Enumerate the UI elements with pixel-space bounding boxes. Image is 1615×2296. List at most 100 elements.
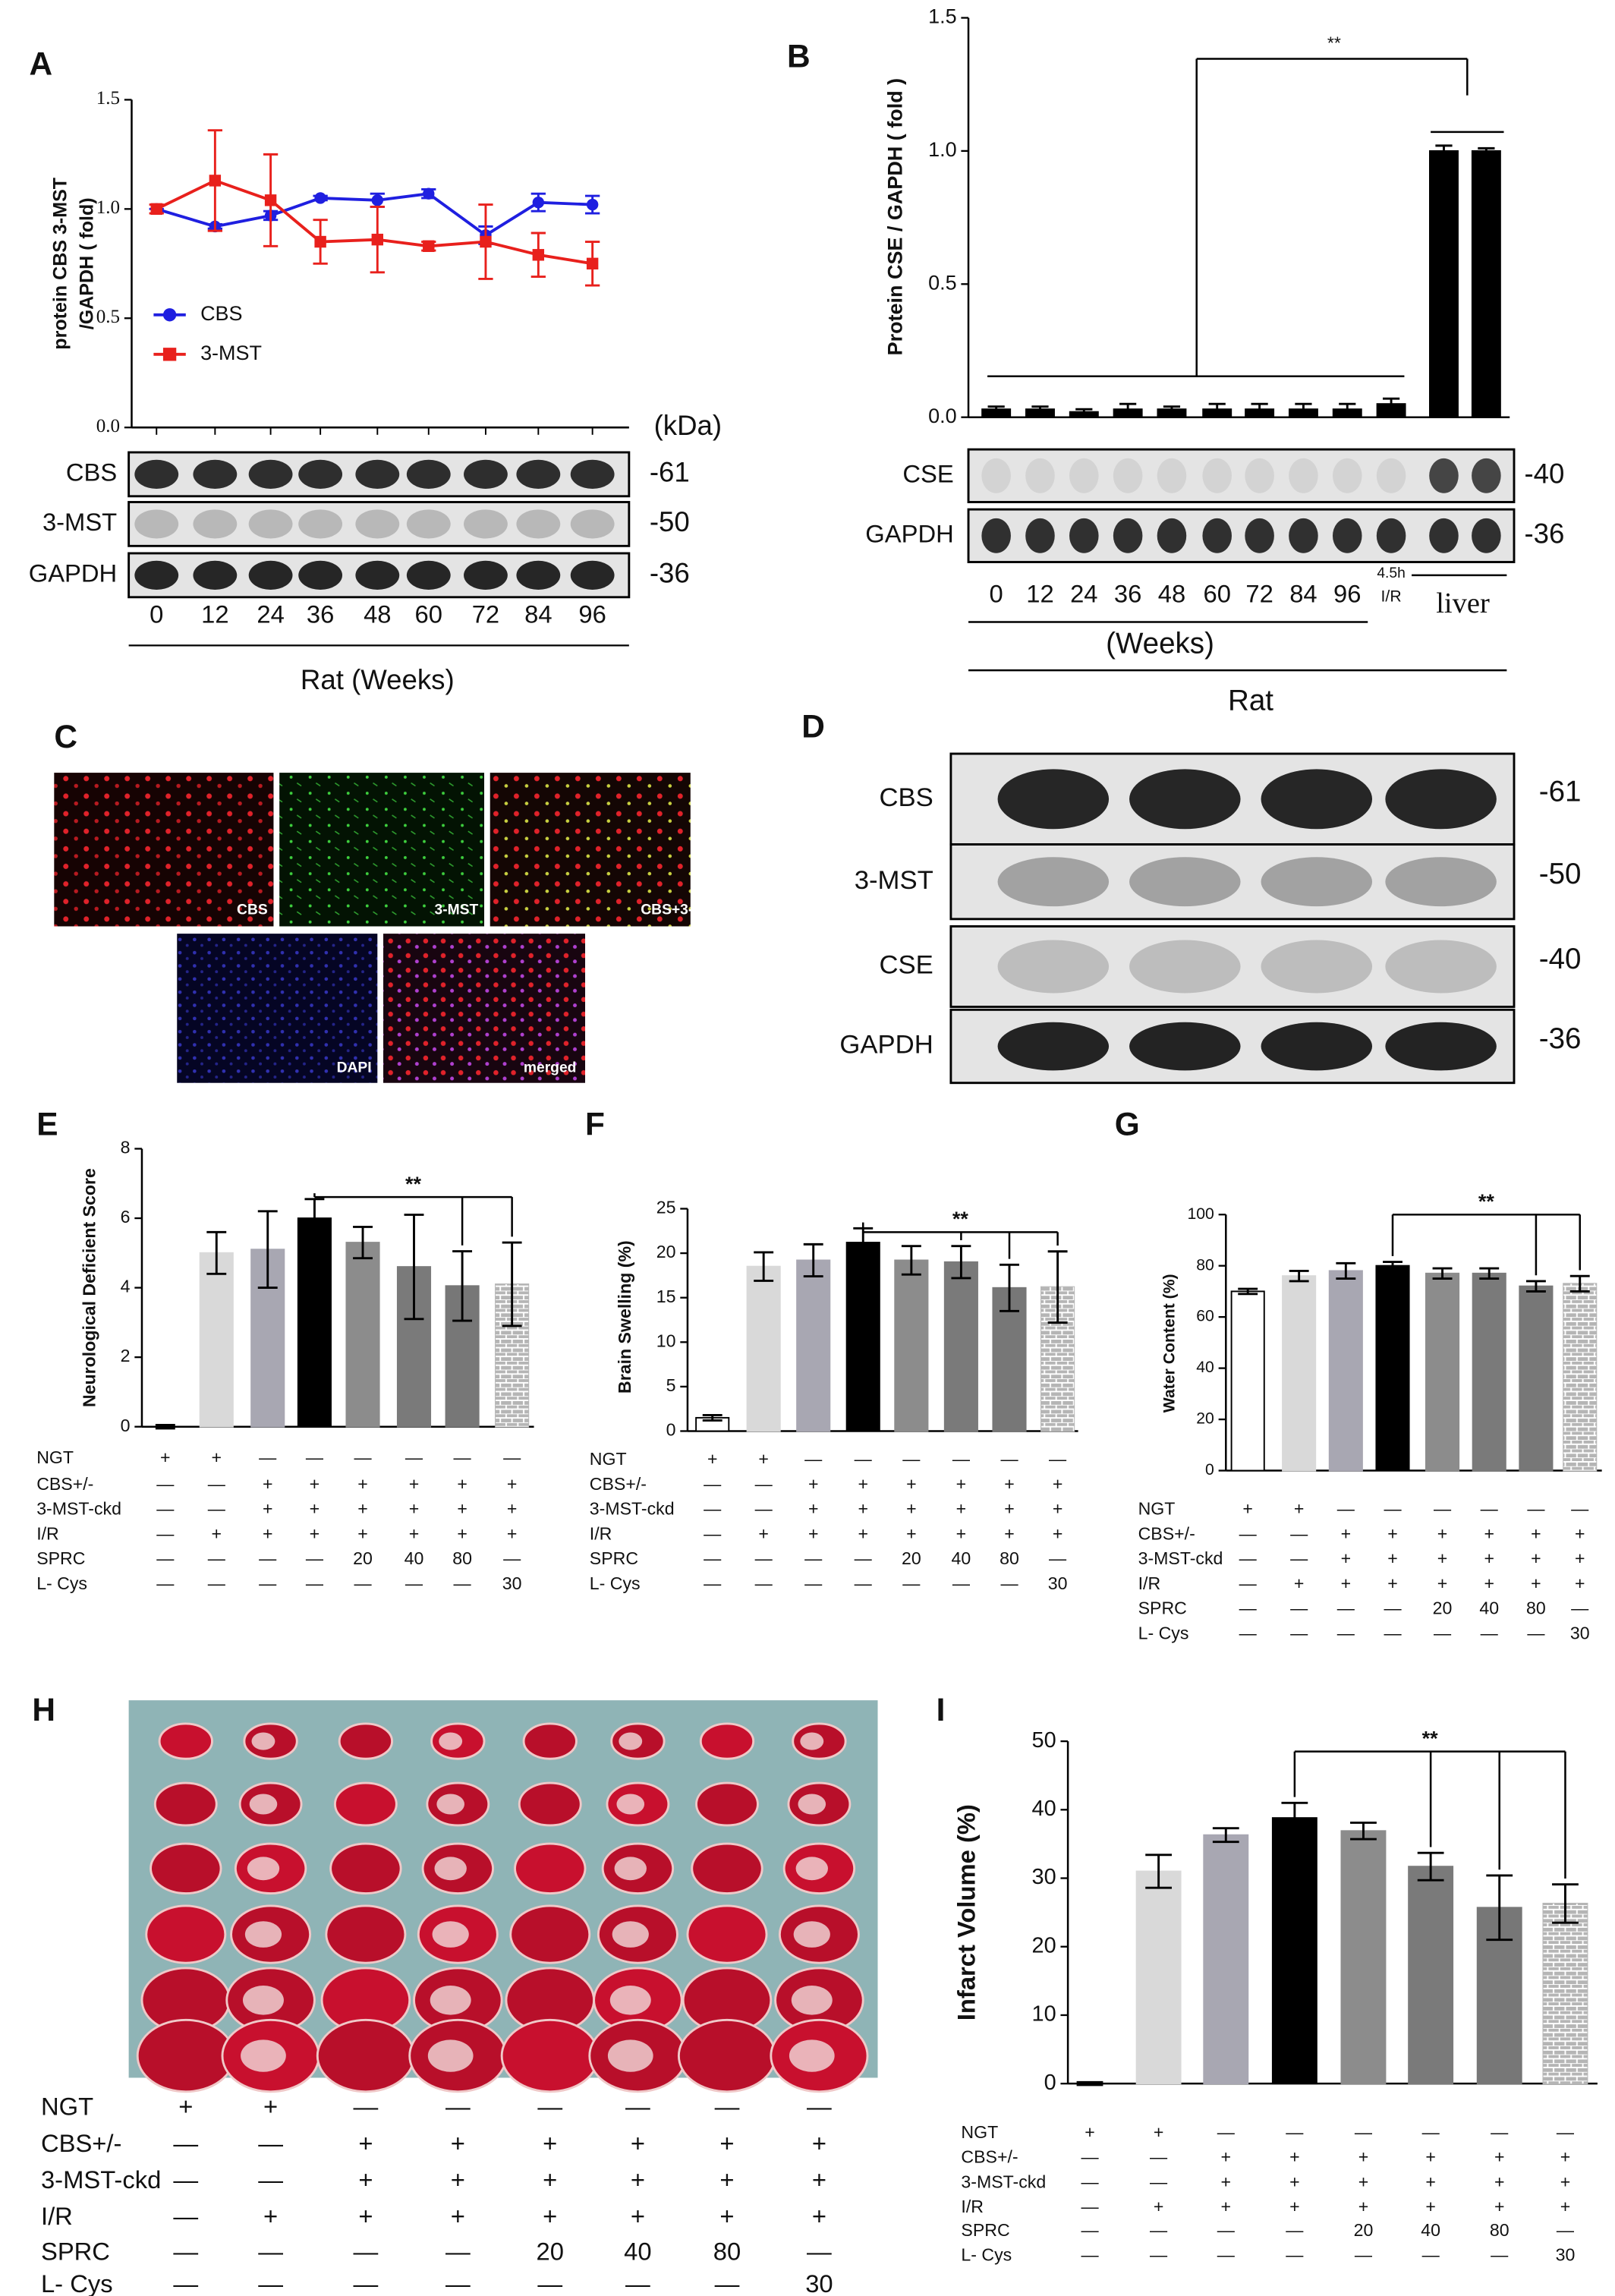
condition-cell: 80 (1000, 1548, 1019, 1568)
group-label: liver (1436, 587, 1490, 619)
y-tick-label: 20 (1196, 1410, 1214, 1428)
image-label: CBS+3- (641, 902, 693, 918)
bar (1328, 1270, 1363, 1472)
condition-cell: — (306, 1548, 324, 1568)
blot-band (248, 560, 293, 590)
condition-cell: — (306, 1447, 324, 1467)
condition-cell: — (445, 2269, 471, 2296)
condition-cell: + (1560, 2172, 1571, 2191)
condition-cell: + (1294, 1499, 1305, 1519)
condition-label: L- Cys (961, 2245, 1012, 2265)
error-bar (1145, 1853, 1173, 1889)
condition-cell: — (1150, 2245, 1168, 2265)
blot-band (997, 769, 1110, 830)
group-label: (Weeks) (1106, 628, 1214, 660)
condition-cell: + (263, 1523, 273, 1543)
condition-cell: + (719, 2129, 734, 2157)
condition-cell: + (858, 1523, 868, 1543)
condition-cell: — (454, 1447, 472, 1467)
bar (1476, 1907, 1522, 2085)
blot-kda: -61 (650, 457, 690, 488)
infarct (795, 1857, 828, 1881)
blot-band (464, 459, 508, 489)
blot-band (1261, 769, 1373, 830)
condition-cell: — (1384, 1499, 1402, 1519)
blot-band (1385, 1022, 1497, 1071)
condition-cell: — (1422, 2122, 1440, 2142)
infarct (789, 2039, 835, 2072)
blot-band (1261, 857, 1373, 907)
y-tick-label: 0 (1044, 2071, 1056, 2095)
blot-band (1385, 940, 1497, 994)
panel-letter: B (787, 39, 811, 74)
brain-slice (329, 1842, 402, 1895)
y-tick-label: 20 (1032, 1933, 1056, 1957)
condition-cell: — (952, 1573, 971, 1593)
condition-label: I/R (1138, 1573, 1161, 1593)
condition-cell: — (454, 1573, 472, 1593)
error-bar (1075, 408, 1093, 416)
condition-cell: — (1239, 1523, 1258, 1543)
y-tick-label: 0 (1205, 1461, 1214, 1479)
condition-cell: — (208, 1548, 226, 1568)
condition-cell: + (758, 1449, 769, 1469)
condition-cell: — (1239, 1573, 1258, 1593)
condition-cell: + (1358, 2172, 1369, 2191)
condition-cell: — (807, 2237, 832, 2265)
infarct (436, 1794, 464, 1815)
infarct (619, 1732, 643, 1750)
condition-cell: — (1081, 2172, 1099, 2191)
condition-cell: + (1560, 2197, 1571, 2216)
condition-cell: — (208, 1474, 226, 1494)
blot-kda: -36 (1524, 518, 1564, 549)
x-tick-label: 4.5h (1377, 565, 1406, 581)
y-tick-label: 0 (121, 1416, 131, 1435)
error-bar (1076, 2080, 1103, 2087)
x-tick-label: 72 (472, 600, 499, 628)
blot-band (1202, 518, 1232, 553)
condition-cell: — (1049, 1548, 1067, 1568)
condition-cell: — (173, 2202, 198, 2230)
condition-label: 3-MST-ckd (1138, 1548, 1223, 1568)
condition-cell: + (358, 2202, 373, 2230)
error-bar (1281, 1801, 1308, 1835)
condition-label: NGT (961, 2122, 998, 2142)
condition-cell: — (537, 2269, 562, 2296)
condition-cell: — (354, 2093, 379, 2121)
blot-band (997, 857, 1110, 907)
condition-cell: — (1290, 1598, 1308, 1618)
condition-cell: + (263, 1474, 273, 1494)
condition-cell: — (1527, 1499, 1545, 1519)
marker (371, 194, 384, 206)
infarct (800, 1732, 824, 1750)
condition-cell: + (631, 2129, 645, 2157)
blot-label: 3-MST (855, 866, 933, 895)
marker (150, 203, 162, 216)
y-tick-label: 20 (656, 1242, 676, 1261)
condition-label: 3-MST-ckd (41, 2165, 161, 2194)
condition-label: CBS+/- (961, 2147, 1018, 2167)
blot-band (464, 560, 508, 590)
x-tick-label: 60 (1203, 580, 1230, 608)
blot-label: CSE (879, 951, 933, 980)
x-tick-label: I/R (1381, 587, 1402, 605)
condition-cell: + (451, 2165, 465, 2194)
blot-band (464, 509, 508, 539)
condition-cell: + (310, 1523, 320, 1543)
condition-label: CBS+/- (590, 1474, 647, 1494)
infarct (616, 1794, 645, 1815)
y-tick-label: 2 (121, 1346, 131, 1365)
x-tick-label: 36 (307, 600, 334, 628)
y-tick-label: 10 (1032, 2002, 1056, 2027)
condition-cell: — (354, 2237, 379, 2265)
condition-cell: — (1150, 2220, 1168, 2240)
x-tick-label: 48 (1158, 580, 1185, 608)
marker (480, 235, 492, 248)
y-tick-label: 100 (1187, 1205, 1214, 1223)
condition-cell: + (263, 2093, 278, 2121)
blot-band (1113, 458, 1143, 493)
condition-label: L- Cys (41, 2269, 113, 2296)
condition-cell: + (956, 1523, 967, 1543)
condition-cell: — (807, 2093, 832, 2121)
bar (345, 1242, 380, 1428)
